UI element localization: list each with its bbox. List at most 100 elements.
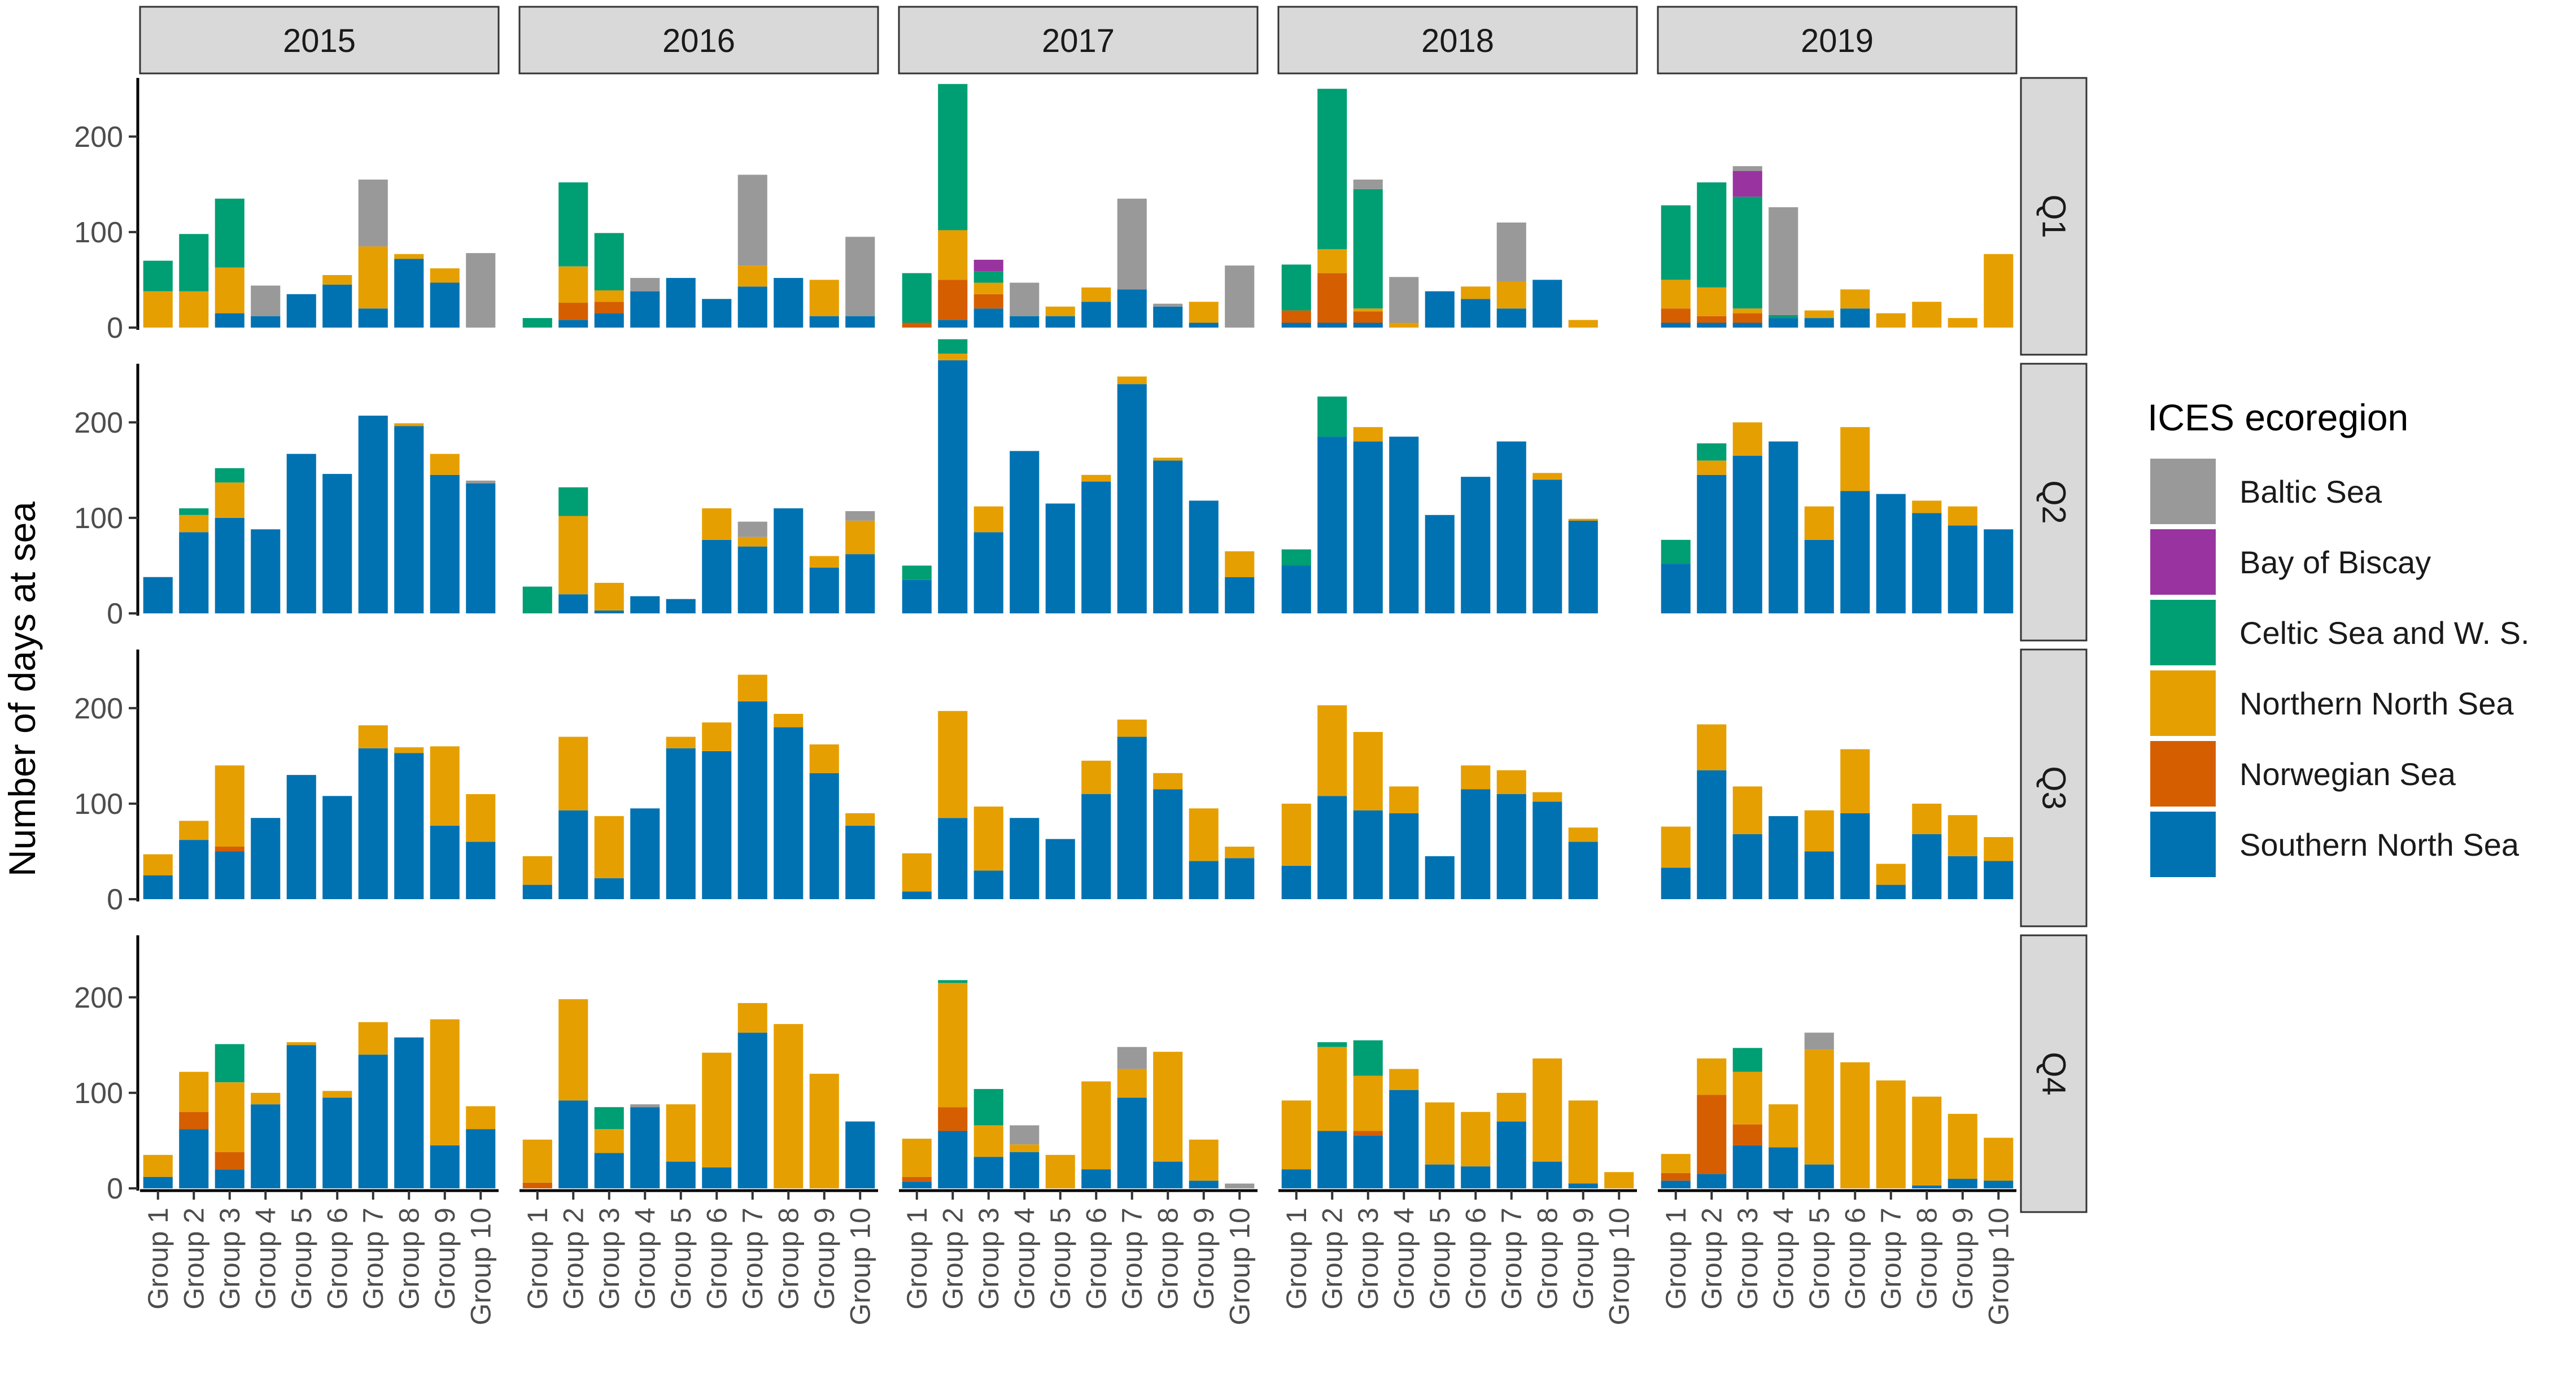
panels	[143, 84, 2014, 1188]
bar-segment-southern-north-sea	[1984, 861, 2014, 899]
legend-label: Baltic Sea	[2239, 474, 2382, 509]
y-tick-label: 200	[74, 692, 123, 725]
bar-segment-northern-north-sea	[522, 1139, 552, 1183]
strip-2018: 2018	[1277, 6, 1638, 75]
bar-segment-celtic-sea-and-w-s	[938, 339, 968, 354]
bar-segment-norwegian-sea	[1353, 1131, 1383, 1136]
x-tick-label: Group 8	[1152, 1208, 1184, 1310]
bar-segment-southern-north-sea	[1769, 1147, 1798, 1188]
panel-2017-Q3	[902, 711, 1255, 899]
bar-segment-northern-north-sea	[1804, 506, 1834, 540]
x-tick-label: Group 4	[1767, 1208, 1799, 1310]
bar-segment-northern-north-sea	[1117, 376, 1147, 385]
bar-segment-southern-north-sea	[466, 483, 496, 613]
bar-segment-baltic-sea	[845, 511, 875, 521]
bar-segment-northern-north-sea	[938, 983, 968, 1108]
bar-segment-northern-north-sea	[179, 515, 209, 533]
bar-segment-southern-north-sea	[215, 851, 244, 899]
x-tick-label: Group 1	[522, 1208, 553, 1310]
bar-segment-southern-north-sea	[1353, 1136, 1383, 1188]
panel-2016-Q4	[522, 999, 875, 1188]
bar-segment-southern-north-sea	[1948, 856, 1977, 899]
x-tick-label: Group 1	[1281, 1208, 1312, 1310]
bar-segment-southern-north-sea	[143, 577, 173, 613]
bar-segment-southern-north-sea	[1769, 318, 1798, 328]
bar-segment-northern-north-sea	[143, 291, 173, 328]
bar-segment-baltic-sea	[1353, 179, 1383, 189]
strip-label: Q2	[2036, 480, 2072, 524]
bar-segment-northern-north-sea	[1697, 287, 1727, 316]
legend-label: Northern North Sea	[2239, 686, 2514, 721]
bar-segment-southern-north-sea	[630, 1107, 660, 1188]
bar-segment-northern-north-sea	[1496, 770, 1526, 794]
bar-segment-southern-north-sea	[1081, 302, 1111, 328]
legend-swatch	[2150, 459, 2216, 524]
bar-segment-southern-north-sea	[1389, 1090, 1419, 1188]
bar-segment-southern-north-sea	[594, 1153, 624, 1188]
bar-segment-southern-north-sea	[1948, 525, 1977, 613]
bar-segment-southern-north-sea	[666, 748, 696, 899]
bar-segment-southern-north-sea	[558, 1100, 588, 1188]
strip-label: 2017	[1042, 23, 1115, 59]
bar-segment-celtic-sea-and-w-s	[594, 233, 624, 291]
bar-segment-southern-north-sea	[1317, 437, 1347, 613]
bar-segment-southern-north-sea	[1840, 491, 1870, 613]
bar-segment-southern-north-sea	[322, 284, 352, 328]
y-tick-label: 100	[74, 502, 123, 535]
bar-segment-southern-north-sea	[1804, 1164, 1834, 1188]
bar-segment-southern-north-sea	[1153, 1161, 1183, 1188]
bar-segment-southern-north-sea	[358, 308, 388, 328]
bar-segment-celtic-sea-and-w-s	[1317, 396, 1347, 437]
bar-segment-southern-north-sea	[938, 320, 968, 328]
bar-segment-northern-north-sea	[1496, 1092, 1526, 1122]
bar-segment-northern-north-sea	[1912, 1096, 1942, 1186]
bar-segment-celtic-sea-and-w-s	[1317, 1042, 1347, 1047]
y-axes: 0 100 200 0 100 200 0 100 200 0 100 200	[74, 78, 139, 1205]
bar-segment-southern-north-sea	[1496, 794, 1526, 899]
bar-segment-southern-north-sea	[286, 775, 316, 899]
x-tick-label: Group 5	[1424, 1208, 1456, 1310]
bar-segment-southern-north-sea	[938, 360, 968, 613]
y-tick-label: 0	[107, 883, 123, 916]
bar-segment-northern-north-sea	[1389, 1069, 1419, 1090]
bar-segment-southern-north-sea	[1461, 299, 1491, 328]
bar-segment-celtic-sea-and-w-s	[558, 182, 588, 267]
bar-segment-northern-north-sea	[1732, 786, 1762, 834]
bar-segment-northern-north-sea	[1117, 720, 1147, 737]
bar-segment-celtic-sea-and-w-s	[938, 84, 968, 230]
bar-segment-southern-north-sea	[179, 532, 209, 613]
strip-box	[1277, 6, 1638, 75]
bar-segment-southern-north-sea	[973, 308, 1003, 328]
bar-segment-southern-north-sea	[430, 282, 460, 328]
bar-segment-northern-north-sea	[1984, 837, 2014, 861]
bar-segment-northern-north-sea	[1153, 773, 1183, 790]
bar-segment-northern-north-sea	[1697, 460, 1727, 475]
x-tick-label: Group 4	[629, 1208, 661, 1310]
bar-segment-northern-north-sea	[430, 268, 460, 283]
x-tick-label: Group 8	[393, 1208, 425, 1310]
bar-segment-southern-north-sea	[1189, 861, 1219, 899]
x-tick-label: Group 7	[737, 1208, 769, 1310]
bar-segment-celtic-sea-and-w-s	[1732, 1048, 1762, 1072]
bar-segment-northern-north-sea	[1840, 749, 1870, 813]
bar-segment-northern-north-sea	[809, 1074, 839, 1188]
bar-segment-northern-north-sea	[702, 1052, 732, 1167]
bar-segment-northern-north-sea	[143, 854, 173, 875]
bar-segment-norwegian-sea	[938, 1107, 968, 1131]
bar-segment-northern-north-sea	[809, 556, 839, 568]
bar-segment-southern-north-sea	[1876, 884, 1906, 899]
bar-segment-norwegian-sea	[594, 302, 624, 313]
bar-segment-southern-north-sea	[1532, 801, 1562, 899]
panel-2018-Q3	[1281, 705, 1598, 899]
bar-segment-northern-north-sea	[1876, 1080, 1906, 1188]
bar-segment-northern-north-sea	[358, 725, 388, 748]
bar-segment-northern-north-sea	[558, 999, 588, 1101]
bar-segment-southern-north-sea	[1912, 834, 1942, 899]
bar-segment-southern-north-sea	[322, 474, 352, 613]
bar-segment-northern-north-sea	[430, 1019, 460, 1145]
bar-segment-northern-north-sea	[1804, 310, 1834, 319]
bar-segment-northern-north-sea	[1353, 308, 1383, 312]
bar-segment-southern-north-sea	[1732, 323, 1762, 328]
bar-segment-northern-north-sea	[522, 856, 552, 885]
bar-segment-northern-north-sea	[430, 746, 460, 826]
